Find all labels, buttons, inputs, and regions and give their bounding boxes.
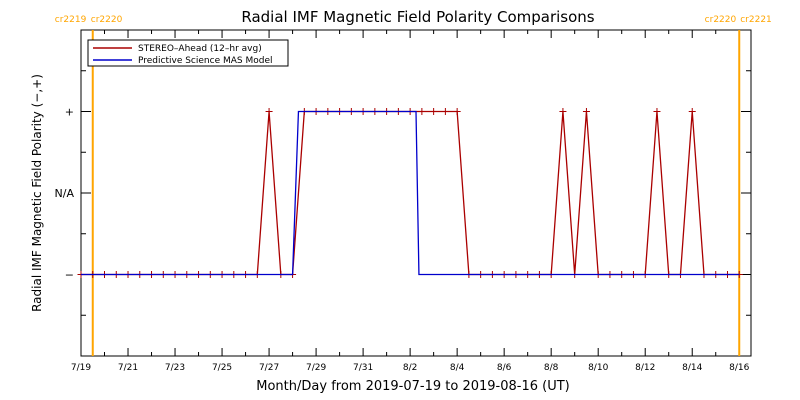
carrington-label-right: cr2220 xyxy=(91,15,123,25)
x-tick-label: 8/12 xyxy=(635,363,655,373)
y-tick-label: N/A xyxy=(55,187,75,200)
x-tick-label: 7/25 xyxy=(212,363,232,373)
x-tick-label: 7/19 xyxy=(71,363,91,373)
data-point-marker xyxy=(582,108,590,115)
x-tick-label: 7/23 xyxy=(165,363,185,373)
legend: STEREO–Ahead (12–hr avg) Predictive Scie… xyxy=(87,39,289,67)
x-tick-label: 7/31 xyxy=(353,363,373,373)
x-axis-label: Month/Day from 2019-07-19 to 2019-08-16 … xyxy=(256,379,569,394)
legend-label-mas: Predictive Science MAS Model xyxy=(138,56,273,66)
data-point-marker xyxy=(653,108,661,115)
carrington-label-left: cr2219 xyxy=(55,15,87,25)
data-point-marker xyxy=(441,108,449,115)
x-tick-label: 8/2 xyxy=(403,363,417,373)
y-tick-label: − xyxy=(65,269,74,282)
y-axis-label: Radial IMF Magnetic Field Polarity (−,+) xyxy=(30,74,44,312)
y-tick-label: + xyxy=(65,106,74,119)
x-tick-label: 7/29 xyxy=(306,363,326,373)
x-tick-label: 8/14 xyxy=(682,363,702,373)
data-point-marker xyxy=(453,108,461,115)
legend-box xyxy=(87,39,289,67)
carrington-label-left: cr2220 xyxy=(705,15,737,25)
legend-label-stereo: STEREO–Ahead (12–hr avg) xyxy=(138,44,262,54)
x-tick-label: 8/6 xyxy=(497,363,512,373)
x-tick-label: 7/27 xyxy=(259,363,279,373)
x-tick-label: 8/8 xyxy=(544,363,559,373)
data-point-marker xyxy=(265,108,273,115)
data-point-marker xyxy=(418,108,426,115)
carrington-label-right: cr2221 xyxy=(740,15,772,25)
tick-layer: 7/19 7/21 7/23 7/25 7/27 7/29 7/31 8/2 8/4 8/6 8/8… xyxy=(55,29,751,373)
x-tick-label: 8/10 xyxy=(588,363,608,373)
series-layer xyxy=(77,108,743,278)
x-tick-label: 8/16 xyxy=(729,363,749,373)
x-tick-label: 7/21 xyxy=(118,363,138,373)
series-line-mas xyxy=(81,110,740,276)
series-line-stereo xyxy=(81,110,740,276)
carrington-marker-layer: cr2219 cr2220 cr2220 cr2221 xyxy=(55,15,772,356)
x-tick-label: 8/4 xyxy=(450,363,465,373)
chart-title: Radial IMF Magnetic Field Polarity Compa… xyxy=(241,8,594,26)
data-point-marker xyxy=(559,108,567,115)
data-point-marker xyxy=(430,108,438,115)
data-point-marker xyxy=(688,108,696,115)
